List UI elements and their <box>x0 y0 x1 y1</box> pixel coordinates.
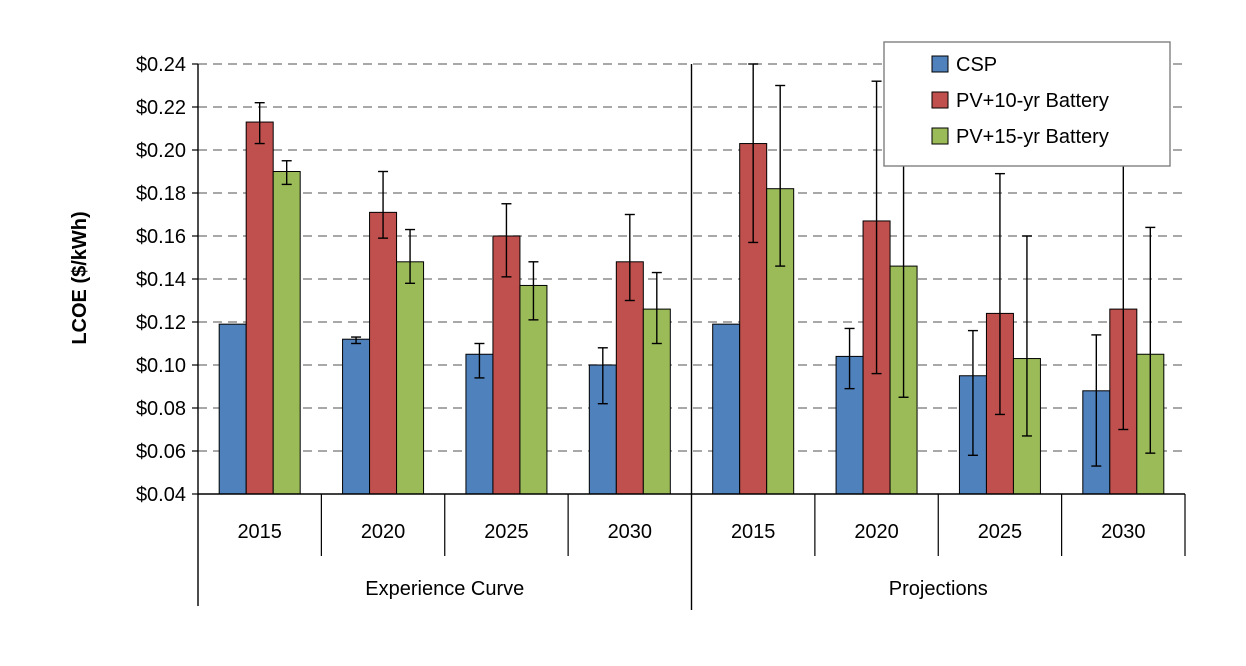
bar-csp-2015 <box>712 323 741 495</box>
x-category-label: 2030 <box>1101 521 1146 543</box>
y-tick-label: $0.20 <box>136 140 186 162</box>
y-tick-label: $0.12 <box>136 312 186 334</box>
bar-pv-10-yr-battery-2025 <box>492 235 521 495</box>
y-tick-label: $0.18 <box>136 183 186 205</box>
x-category-label: 2015 <box>731 521 776 543</box>
legend-label: PV+10-yr Battery <box>956 90 1109 112</box>
bar-pv-10-yr-battery-2020 <box>369 211 398 495</box>
x-category-label: 2015 <box>237 521 282 543</box>
y-tick-label: $0.22 <box>136 97 186 119</box>
legend-label: CSP <box>956 54 997 76</box>
y-tick-label: $0.04 <box>136 484 186 506</box>
x-group-label: Projections <box>889 578 988 600</box>
legend-swatch <box>931 91 949 109</box>
bar-pv-15-yr-battery-2015 <box>272 171 301 495</box>
y-axis-title: LCOE ($/kWh) <box>69 211 91 344</box>
y-tick-label: $0.14 <box>136 269 186 291</box>
x-group-label: Experience Curve <box>365 578 524 600</box>
axis-labels: LCOE ($/kWh) $0.04 $0.06 $0.08 $0.10 $0.12 $0… <box>69 54 1146 600</box>
y-tick-label: $0.06 <box>136 441 186 463</box>
y-tick-label: $0.24 <box>136 54 186 76</box>
x-category-label: 2025 <box>978 521 1023 543</box>
x-category-label: 2025 <box>484 521 529 543</box>
legend-label: PV+15-yr Battery <box>956 126 1109 148</box>
y-tick-label: $0.10 <box>136 355 186 377</box>
bar-csp-2020 <box>342 338 371 495</box>
axes <box>192 63 1186 610</box>
legend-swatch <box>931 55 949 73</box>
x-category-label: 2030 <box>608 521 653 543</box>
y-tick-label: $0.16 <box>136 226 186 248</box>
legend-swatch <box>931 127 949 145</box>
x-category-label: 2020 <box>361 521 406 543</box>
x-category-label: 2020 <box>854 521 899 543</box>
bar-csp-2015 <box>218 323 247 495</box>
y-tick-label: $0.08 <box>136 398 186 420</box>
bar-pv-15-yr-battery-2020 <box>396 261 425 495</box>
bar-pv-10-yr-battery-2015 <box>245 121 274 495</box>
error-bars <box>254 63 1156 467</box>
legend: CSP PV+10-yr Battery PV+15-yr Battery <box>883 41 1171 167</box>
